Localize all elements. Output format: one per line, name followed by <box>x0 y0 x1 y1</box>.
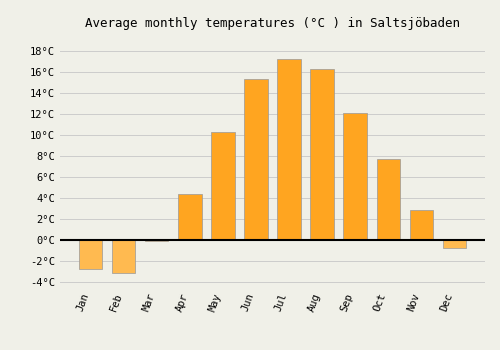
Bar <box>178 194 202 240</box>
Bar <box>442 240 466 248</box>
Bar <box>244 79 268 240</box>
Bar <box>80 240 102 269</box>
Bar <box>310 69 334 240</box>
Bar <box>212 132 234 240</box>
Bar <box>376 159 400 240</box>
Bar <box>410 210 432 240</box>
Bar <box>278 59 300 240</box>
Bar <box>344 113 366 240</box>
Bar <box>146 240 169 241</box>
Bar <box>112 240 136 273</box>
Title: Average monthly temperatures (°C ) in Saltsjöbaden: Average monthly temperatures (°C ) in Sa… <box>85 17 460 30</box>
